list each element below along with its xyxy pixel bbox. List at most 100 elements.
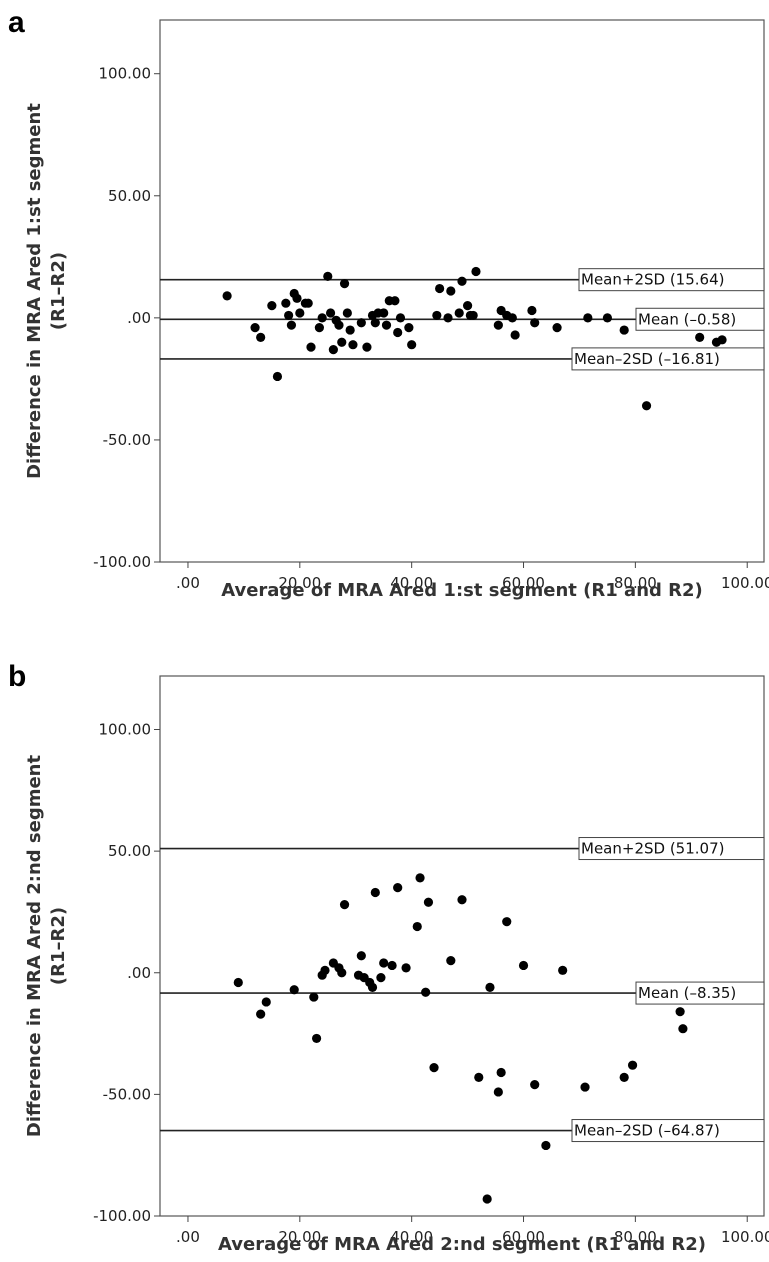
reference-label: Mean–2SD (–16.81) [574, 350, 720, 368]
y-axis-title-line1: Difference in MRA Ared 2:nd segment [24, 755, 45, 1138]
data-point [482, 1194, 492, 1204]
reference-lines [160, 847, 636, 1132]
data-point [432, 310, 442, 321]
y-axis-title-line2: (R1–R2) [48, 252, 69, 330]
y-axis-title-line1: Difference in MRA Ared 1:st segment [24, 103, 45, 479]
data-point [317, 313, 327, 323]
data-point [342, 308, 352, 318]
x-tick-label: 80.00 [614, 1228, 657, 1246]
data-point [468, 310, 478, 321]
data-point [502, 917, 512, 927]
reference-label-box [635, 981, 765, 1005]
data-point [306, 342, 316, 352]
y-axis-title-line2: (R1–R2) [48, 907, 69, 985]
data-point [311, 1033, 322, 1044]
data-point [256, 332, 266, 342]
data-point [518, 960, 529, 971]
reference-label-box [571, 1119, 765, 1143]
data-point [457, 895, 467, 905]
data-point [602, 313, 613, 323]
reference-label-box [571, 347, 765, 371]
axis-ticks: .00 20.00 40.00 60.00 80.00 100.00 100.00 50.00… [93, 65, 769, 592]
data-point [328, 344, 338, 355]
data-point [558, 965, 568, 975]
x-tick-label: 100.00 [721, 574, 769, 592]
x-tick-label: 60.00 [502, 1228, 545, 1246]
data-point [345, 325, 355, 335]
reference-label-box [635, 307, 765, 331]
data-point [367, 982, 378, 992]
reference-label-box [578, 837, 765, 861]
data-point [454, 308, 464, 318]
data-points [233, 873, 688, 1204]
data-point [462, 301, 473, 311]
data-point [395, 313, 406, 323]
data-point [493, 320, 503, 330]
x-tick-label: .00 [176, 574, 200, 592]
y-tick-label: -100.00 [93, 553, 151, 571]
data-point [222, 291, 232, 301]
x-tick-label: 40.00 [390, 574, 433, 592]
data-point [717, 335, 727, 345]
data-point [314, 323, 324, 333]
data-point [376, 973, 386, 983]
data-point [401, 963, 411, 973]
data-point [379, 308, 389, 318]
x-tick-label: 100.00 [721, 1228, 769, 1246]
data-point [356, 318, 366, 328]
data-point [510, 330, 520, 340]
x-tick-label: 20.00 [278, 1228, 321, 1246]
reference-label: Mean–2SD (–64.87) [574, 1122, 720, 1140]
data-point [474, 1072, 484, 1082]
y-tick-label: 100.00 [99, 721, 152, 739]
y-tick-label: -100.00 [93, 1207, 151, 1225]
data-point [309, 992, 319, 1002]
data-point [412, 921, 422, 932]
reference-label: Mean+2SD (51.07) [581, 840, 724, 858]
data-point [390, 296, 400, 306]
data-point [471, 266, 481, 277]
data-point [250, 323, 260, 333]
data-point [284, 310, 294, 321]
x-axis-title: Average of MRA Ared 1:st segment (R1 and… [221, 580, 703, 601]
panel-letter: a [8, 6, 25, 39]
reference-label: Mean (–0.58) [638, 310, 736, 328]
data-point [256, 1009, 266, 1019]
data-point [356, 951, 366, 961]
data-point [496, 1067, 506, 1078]
data-point [387, 960, 397, 971]
data-point [443, 313, 453, 323]
panel-letter: b [8, 660, 26, 693]
x-tick-label: .00 [176, 1228, 200, 1246]
data-point [362, 342, 372, 352]
y-tick-label: 50.00 [108, 187, 151, 205]
y-tick-label: -50.00 [103, 1085, 151, 1103]
x-tick-label: 80.00 [614, 574, 657, 592]
data-point [552, 323, 562, 333]
data-point [530, 318, 540, 328]
data-point [233, 977, 243, 988]
data-point [446, 286, 456, 296]
data-point [429, 1063, 439, 1073]
panel-a: a .00 20.00 40.00 60.00 80.00 100.00 100.00 50.… [8, 6, 769, 601]
data-point [381, 320, 392, 330]
y-tick-label: 100.00 [99, 65, 152, 83]
data-point [446, 955, 456, 966]
data-point [507, 313, 517, 323]
data-point [370, 887, 380, 898]
data-point [675, 1007, 685, 1017]
x-axis-title: Average of MRA Ared 2:nd segment (R1 and… [218, 1234, 706, 1255]
data-point [493, 1087, 503, 1097]
data-point [286, 320, 297, 330]
data-point [292, 293, 302, 303]
data-point [641, 401, 652, 411]
data-point [485, 982, 495, 992]
data-point [619, 1072, 629, 1082]
data-point [678, 1024, 688, 1034]
panel-b: b .00 20.00 40.00 60.00 80.00 100.00 100.00 50.… [8, 660, 769, 1255]
reference-label-box [578, 268, 765, 292]
y-tick-label: -50.00 [103, 431, 151, 449]
reference-labels: Mean+2SD (51.07) Mean (–8.35) Mean–2SD (–6… [571, 837, 765, 1143]
data-point [281, 298, 291, 308]
